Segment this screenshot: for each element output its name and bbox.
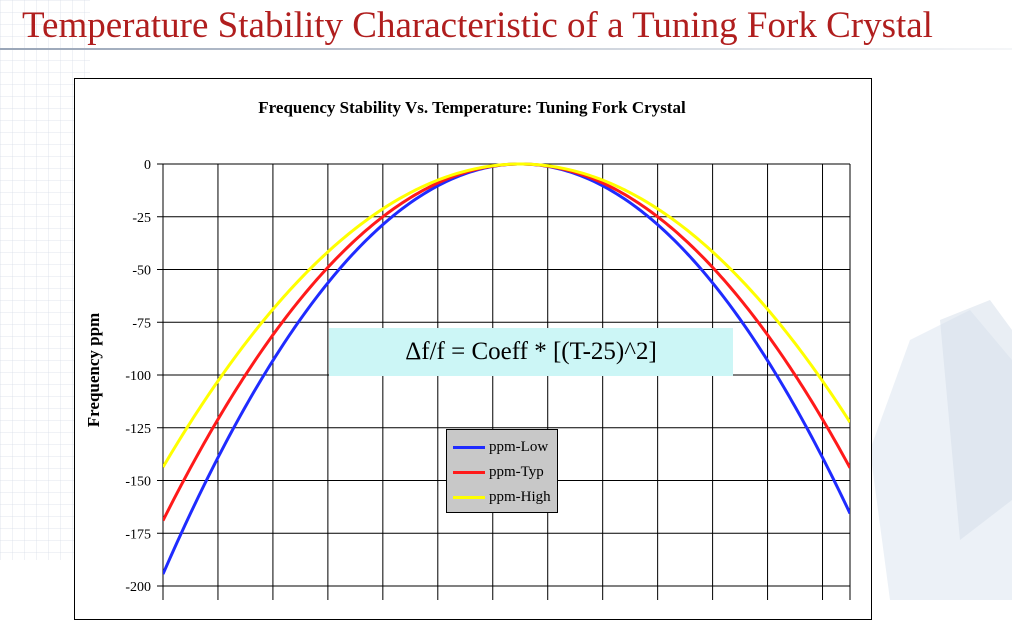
legend-label-low: ppm-Low xyxy=(489,439,549,455)
series-line-ppm-high xyxy=(163,162,850,468)
chart-title: Frequency Stability Vs. Temperature: Tun… xyxy=(258,98,686,117)
y-tick-label: -150 xyxy=(125,475,151,490)
legend-item: ppm-High xyxy=(453,485,557,510)
y-tick-label: -200 xyxy=(125,580,151,595)
legend-swatch-high xyxy=(453,496,485,499)
legend-swatch-typ xyxy=(453,471,485,474)
y-tick-label: -175 xyxy=(125,527,151,542)
legend-swatch-low xyxy=(453,446,485,449)
y-tick-label: -100 xyxy=(125,369,151,384)
y-tick-label: -50 xyxy=(132,264,151,279)
formula-annotation: Δf/f = Coeff * [(T-25)^2] xyxy=(405,338,657,365)
chart-legend: ppm-Low ppm-Typ ppm-High xyxy=(446,429,558,513)
legend-item: ppm-Low xyxy=(453,435,557,460)
legend-label-typ: ppm-Typ xyxy=(489,464,544,480)
formula-annotation-box: Δf/f = Coeff * [(T-25)^2] xyxy=(329,328,733,376)
title-divider xyxy=(0,48,1012,50)
y-axis-label: Frequency ppm xyxy=(84,312,103,428)
background-crystal-decoration xyxy=(870,300,1012,600)
legend-item: ppm-Typ xyxy=(453,460,557,485)
y-tick-label: 0 xyxy=(144,158,151,173)
y-tick-label: -75 xyxy=(132,316,151,331)
slide-title: Temperature Stability Characteristic of … xyxy=(22,5,933,46)
legend-label-high: ppm-High xyxy=(489,489,551,505)
y-tick-label: -25 xyxy=(132,211,151,226)
y-tick-label: -125 xyxy=(125,422,151,437)
